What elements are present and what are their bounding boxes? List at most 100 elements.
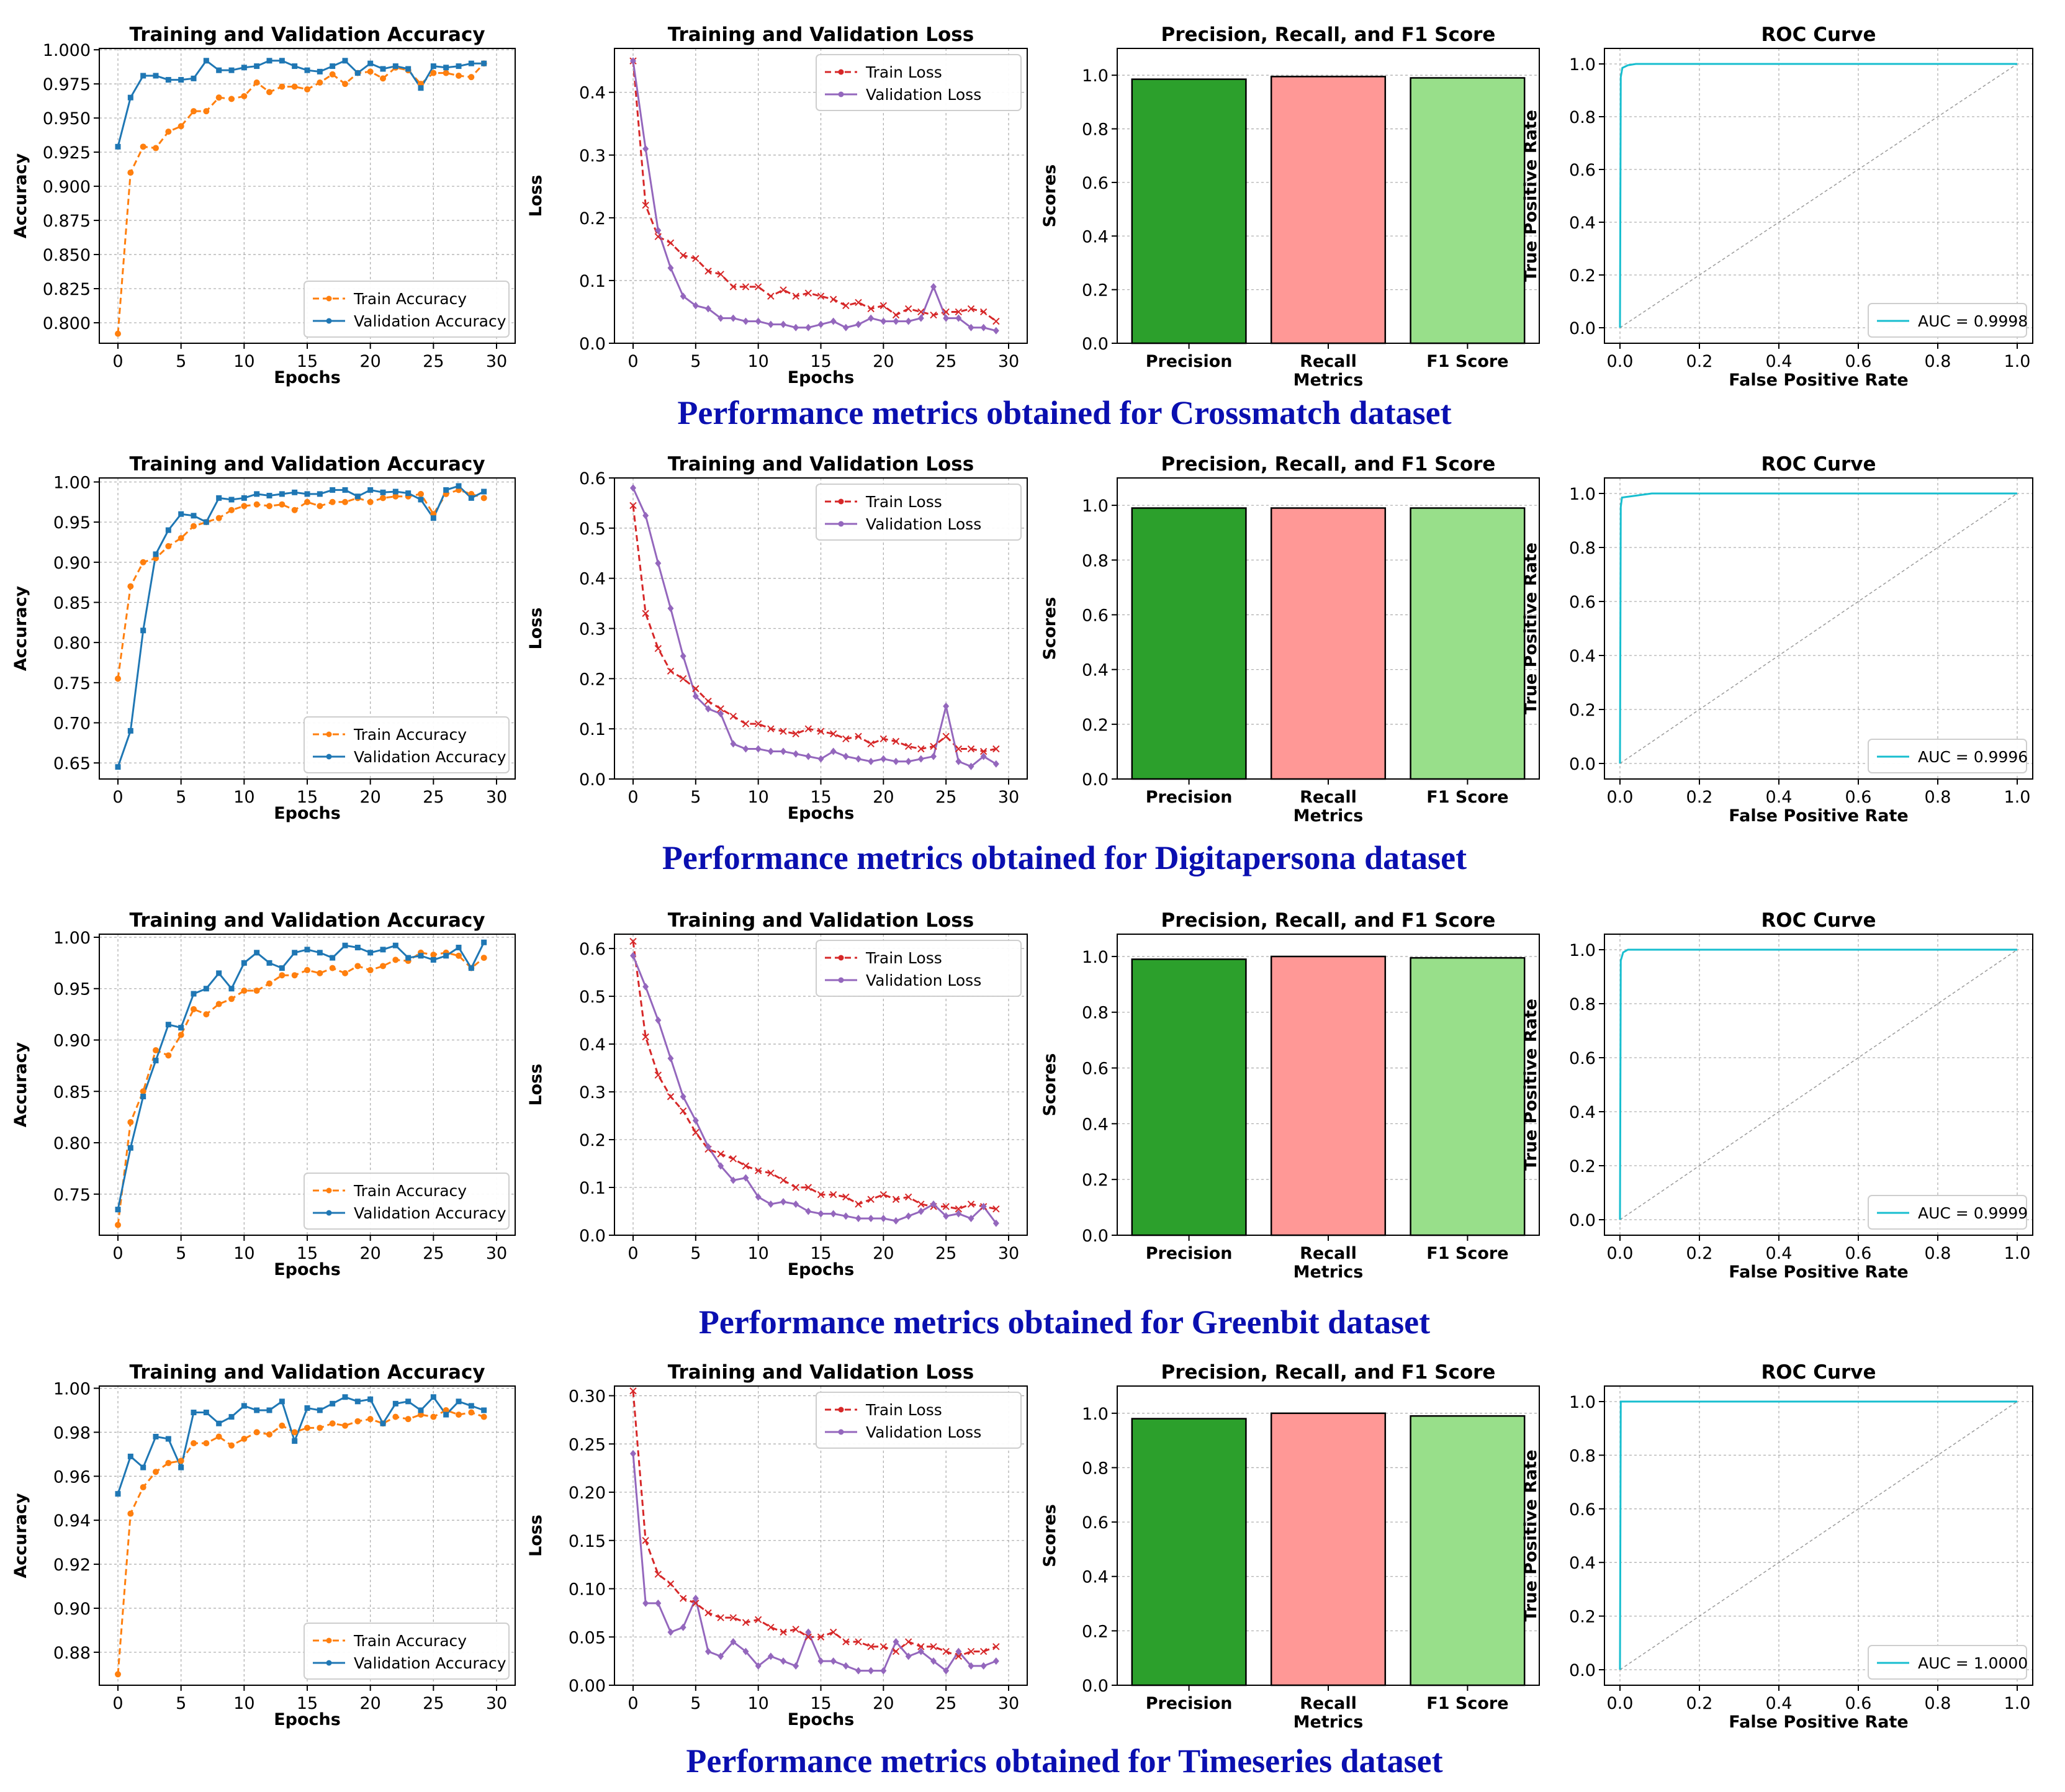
metrics-ytick-label: 0.0 — [1082, 335, 1109, 354]
loss-train-point — [717, 705, 724, 713]
accuracy-train-point — [468, 1409, 475, 1416]
loss-val-point — [730, 1176, 737, 1184]
roc-diagonal — [1619, 63, 2018, 328]
loss-val-point — [968, 1215, 974, 1223]
roc-frame — [1604, 1385, 2033, 1686]
loss-val-point — [718, 1652, 724, 1660]
metrics-xtick-label: F1 Score — [1426, 1244, 1508, 1263]
loss-train-point — [654, 1570, 662, 1578]
loss-train-point — [642, 610, 649, 617]
loss-train-point — [754, 720, 762, 727]
loss-train-point — [979, 308, 988, 316]
row-caption: Performance metrics obtained for Greenbi… — [699, 1303, 1430, 1341]
loss-val-point — [642, 983, 649, 991]
loss-val-point — [742, 317, 749, 325]
accuracy-train-point — [140, 1088, 146, 1095]
loss-ytick-label: 0.2 — [579, 209, 606, 228]
accuracy-xtick-label: 30 — [486, 788, 507, 807]
metrics-xtick-label: F1 Score — [1426, 788, 1508, 807]
loss-train-point — [767, 725, 775, 732]
metrics-bar-precision — [1131, 958, 1247, 1236]
accuracy-val-point — [317, 950, 323, 956]
accuracy-train-point — [392, 493, 399, 500]
accuracy-train-point — [418, 490, 424, 497]
accuracy-ylabel: Accuracy — [11, 1042, 30, 1127]
accuracy-val-point — [380, 489, 386, 495]
loss-val-point — [955, 757, 962, 765]
accuracy-legend-marker — [326, 1210, 332, 1216]
accuracy-ytick-label: 0.65 — [53, 754, 91, 773]
accuracy-val-point — [367, 950, 374, 956]
accuracy-val-point — [354, 493, 361, 500]
roc-chart: 0.0 0.2 0.4 0.6 0.8 1.0 0.0 0.2 0.4 0.6 0.8 1.0 ROC … — [1521, 24, 2033, 390]
accuracy-xtick-label: 0 — [112, 788, 123, 807]
loss-val-point — [755, 1662, 762, 1670]
loss-val-point — [992, 326, 999, 335]
loss-val-point — [718, 1162, 724, 1170]
roc-roc-line — [1619, 492, 2017, 764]
accuracy-val-point — [456, 483, 462, 489]
accuracy-legend-marker — [326, 754, 332, 760]
loss-val-point — [692, 302, 699, 310]
roc-xtick-label: 0.4 — [1766, 1244, 1793, 1263]
metrics-ylabel: Scores — [1040, 1053, 1059, 1117]
metrics-ytick-label: 0.8 — [1082, 1459, 1109, 1478]
loss-xtick-label: 15 — [810, 788, 831, 807]
loss-train-point — [979, 1647, 988, 1655]
loss-train-point — [780, 727, 787, 735]
accuracy-train-point — [165, 1052, 172, 1059]
loss-train-point — [967, 305, 975, 313]
loss-val-point — [968, 1662, 974, 1670]
roc-xtick-label: 1.0 — [2004, 788, 2031, 807]
accuracy-train-point — [127, 1119, 134, 1125]
loss-val-point — [868, 314, 875, 322]
roc-ytick-label: 0.2 — [1569, 1157, 1596, 1176]
accuracy-train-point — [191, 1006, 197, 1012]
loss-ytick-label: 0.2 — [579, 670, 606, 689]
accuracy-train-point — [266, 980, 272, 987]
loss-xtick-label: 25 — [935, 1244, 956, 1263]
accuracy-ytick-label: 0.90 — [53, 1600, 91, 1619]
loss-train-point — [979, 747, 988, 755]
loss-xtick-label: 20 — [873, 788, 894, 807]
roc-xlabel: False Positive Rate — [1729, 1263, 1909, 1282]
accuracy-title: Training and Validation Accuracy — [129, 1361, 485, 1384]
accuracy-val-point — [380, 66, 386, 72]
accuracy-train-point — [456, 952, 462, 959]
accuracy-val-point — [304, 1405, 310, 1411]
accuracy-ytick-label: 0.950 — [43, 109, 91, 128]
loss-xtick-label: 25 — [935, 352, 956, 371]
accuracy-xtick-label: 20 — [359, 1244, 380, 1263]
accuracy-xtick-label: 0 — [112, 1244, 123, 1263]
accuracy-xlabel: Epochs — [274, 368, 341, 387]
loss-val-point — [630, 952, 636, 960]
loss-val-point — [680, 292, 686, 300]
accuracy-val-point — [228, 67, 235, 73]
loss-train-point — [880, 1191, 888, 1199]
loss-train-point — [804, 1633, 812, 1641]
roc-title: ROC Curve — [1761, 1361, 1876, 1384]
accuracy-val-point — [443, 1412, 449, 1418]
accuracy-val-point — [191, 75, 197, 81]
roc-xtick-label: 0.8 — [1925, 788, 1951, 807]
loss-train-point — [955, 1205, 963, 1213]
loss-train-point — [930, 742, 937, 750]
accuracy-val-point — [241, 495, 247, 501]
accuracy-ytick-label: 0.850 — [43, 246, 91, 265]
loss-train-point — [792, 730, 799, 737]
accuracy-val-point — [153, 73, 159, 79]
accuracy-ytick-label: 0.90 — [53, 1031, 91, 1050]
accuracy-val-line — [117, 942, 485, 1210]
loss-train-point — [792, 292, 799, 300]
accuracy-train-point — [266, 1431, 272, 1438]
accuracy-train-point — [443, 1407, 449, 1413]
accuracy-ytick-label: 1.00 — [53, 929, 91, 948]
metrics-ytick-label: 0.4 — [1082, 1115, 1109, 1134]
loss-train-point — [792, 1184, 799, 1191]
accuracy-train-point — [115, 330, 121, 337]
loss-ytick-label: 0.6 — [579, 469, 606, 489]
loss-train-point — [729, 283, 737, 290]
loss-train-point — [629, 1387, 637, 1395]
accuracy-val-point — [456, 63, 462, 70]
loss-val-point — [917, 1207, 924, 1215]
